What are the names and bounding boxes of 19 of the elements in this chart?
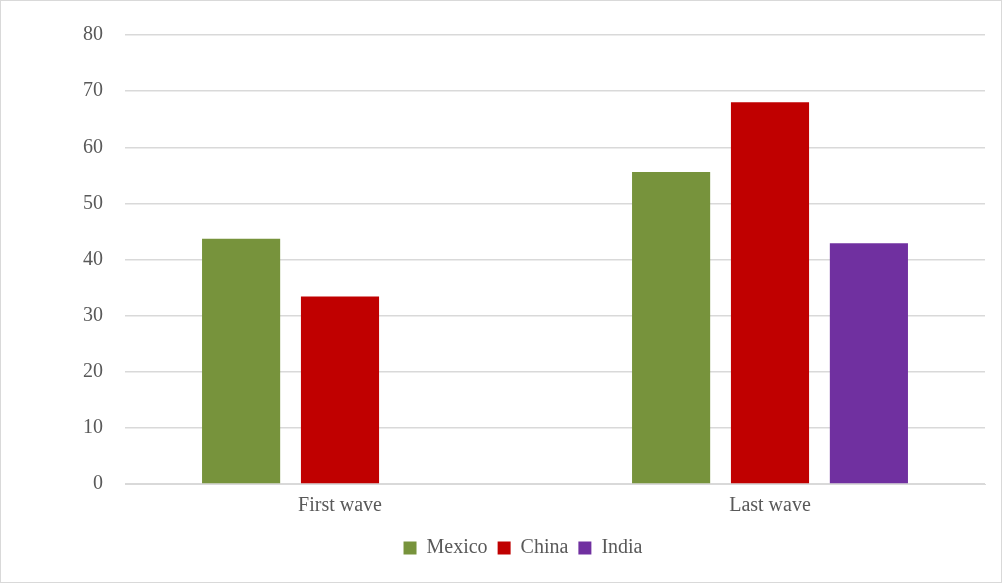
x-tick-label: First wave xyxy=(298,493,383,516)
y-tick-label: 40 xyxy=(83,246,103,269)
legend-label: Mexico xyxy=(426,535,488,558)
y-tick-label: 30 xyxy=(83,302,103,325)
legend-label: China xyxy=(520,535,569,558)
x-tick-label: Last wave xyxy=(729,493,811,516)
y-tick-label: 10 xyxy=(83,415,103,438)
legend-label: India xyxy=(601,535,643,558)
y-tick-label: 60 xyxy=(83,134,103,157)
y-tick-label: 20 xyxy=(83,359,103,381)
y-tick-label: 0 xyxy=(93,471,103,494)
bar xyxy=(730,102,810,484)
bar xyxy=(829,243,908,484)
bar xyxy=(202,238,281,484)
bar xyxy=(300,296,380,484)
y-tick-label: 50 xyxy=(83,190,103,213)
bar xyxy=(632,171,711,484)
y-tick-label: 80 xyxy=(83,22,103,45)
y-tick-label: 70 xyxy=(83,78,103,101)
